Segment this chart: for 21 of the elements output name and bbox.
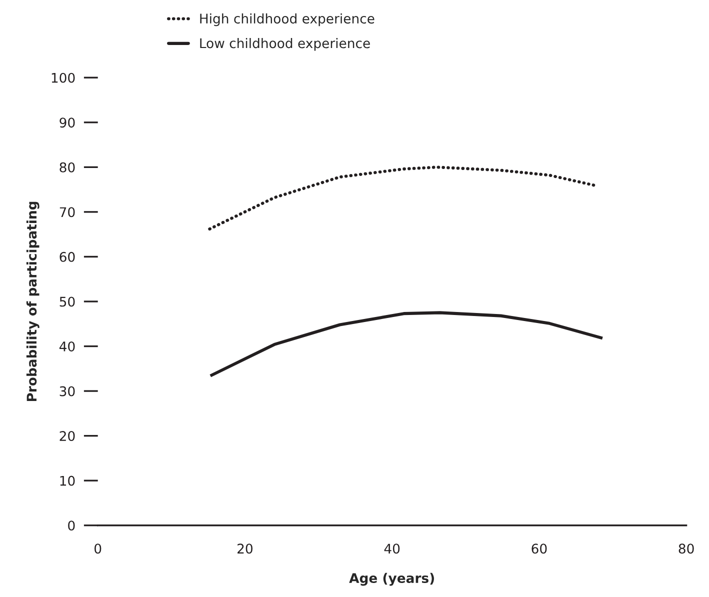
y-tick-label: 40: [59, 341, 75, 352]
y-tick-label: 20: [60, 431, 75, 442]
y-tick-label: 70: [60, 207, 75, 218]
x-axis-title: Age (years): [349, 572, 434, 586]
y-tick-label: 100: [52, 72, 75, 83]
y-tick-label: 60: [60, 252, 75, 262]
legend-label: Low childhood experience: [200, 38, 370, 51]
line-series: [208, 311, 604, 378]
y-tick-label: 80: [60, 162, 75, 172]
y-axis-title: Probability of participating: [26, 202, 40, 402]
x-tick-label: 60: [532, 544, 547, 554]
y-tick-label: 90: [60, 118, 75, 128]
x-tick-label: 0: [94, 544, 102, 554]
x-tick-label: 40: [384, 544, 400, 554]
y-tick-label: 50: [60, 296, 75, 307]
x-tick-label: 80: [678, 544, 694, 554]
legend-label: High childhood experience: [200, 13, 374, 26]
x-tick-label: 20: [238, 544, 252, 554]
y-tick-label: 10: [60, 476, 75, 486]
y-tick-label: 30: [60, 386, 75, 396]
y-tick-label: 0: [68, 520, 75, 531]
